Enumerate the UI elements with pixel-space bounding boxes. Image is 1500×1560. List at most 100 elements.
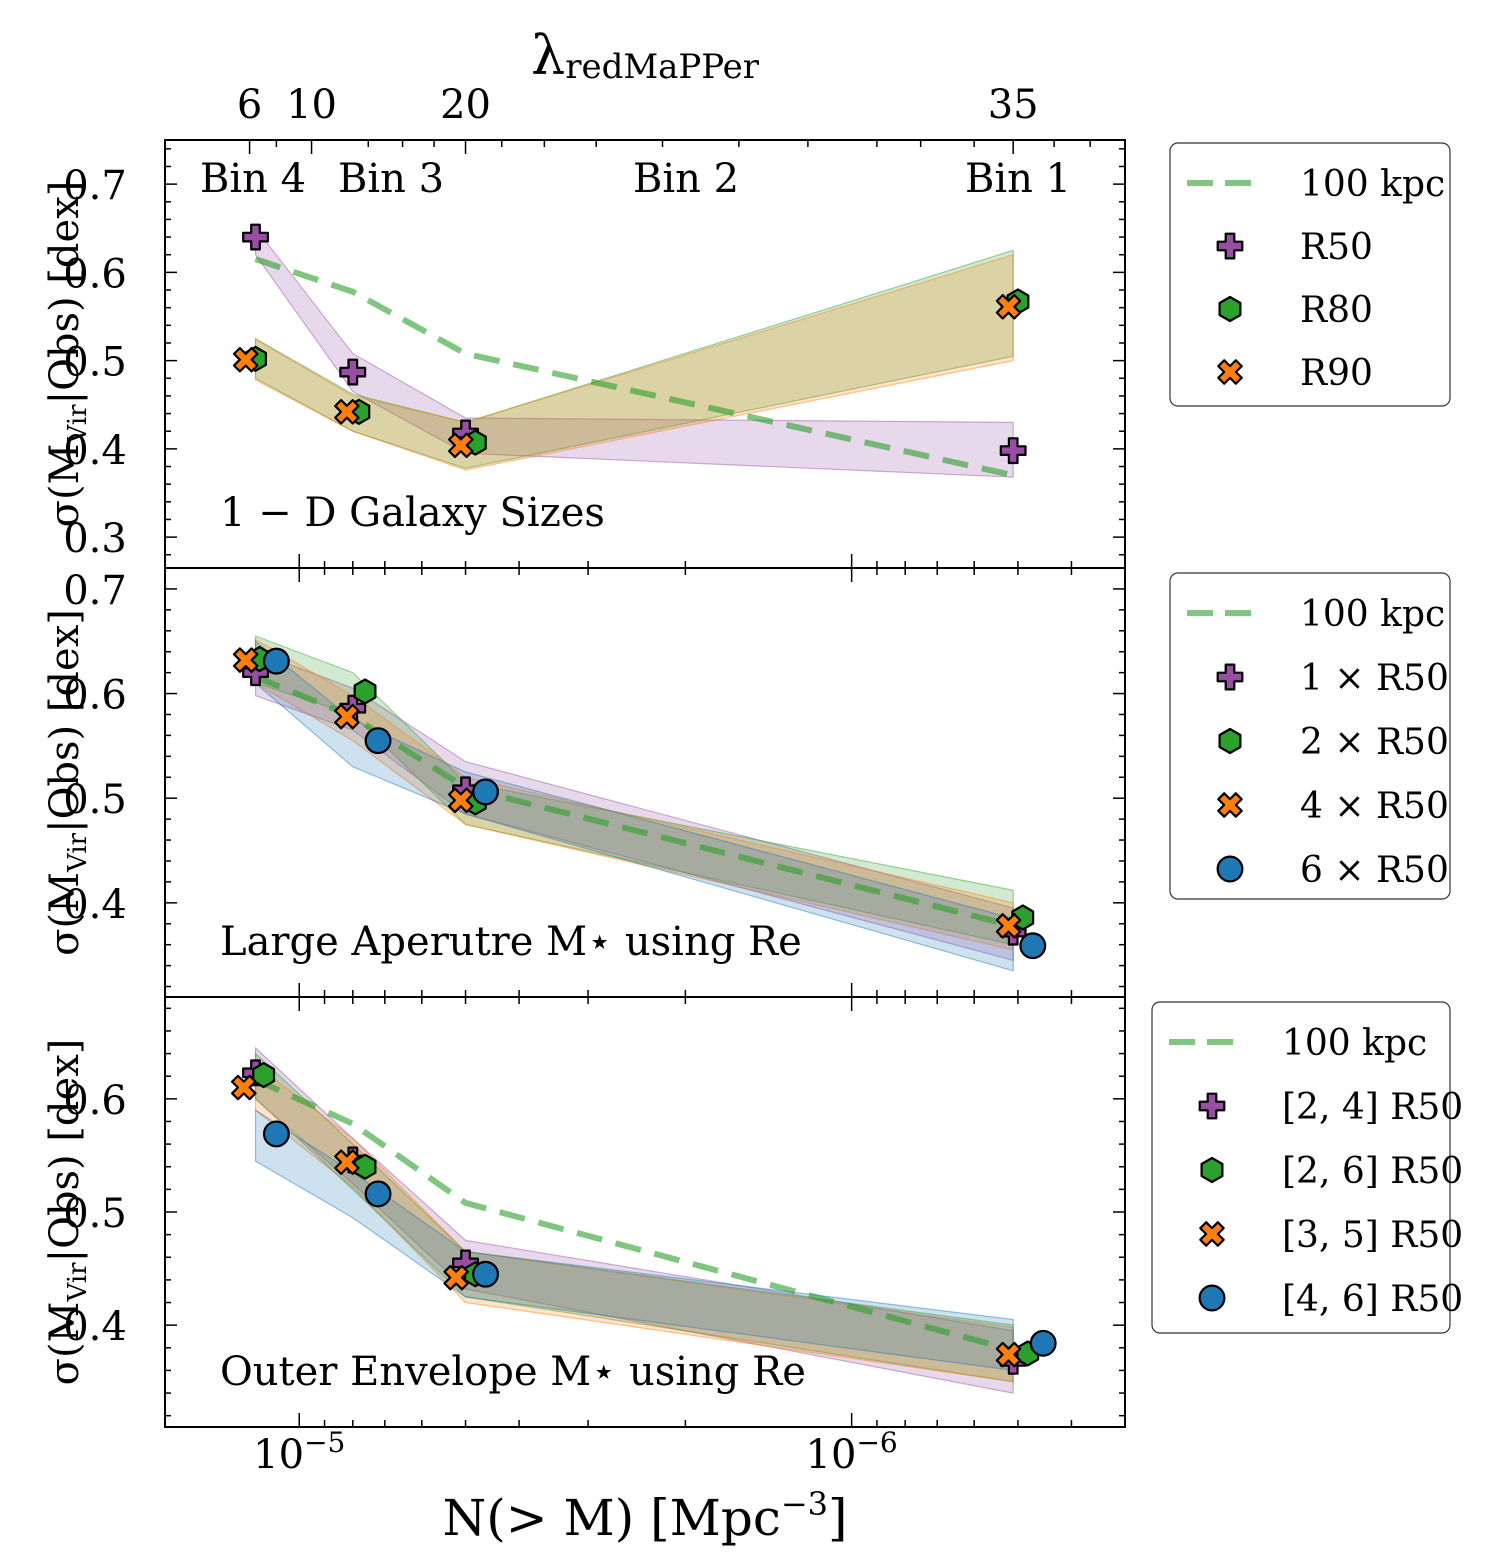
legend-marker-x bbox=[1217, 359, 1243, 385]
legend-frame bbox=[1151, 1001, 1451, 1334]
legend-frame bbox=[1169, 572, 1451, 900]
y-axis-label: σ(MVir|Obs) [dex] bbox=[42, 609, 93, 956]
top-tick-label: 35 bbox=[988, 82, 1039, 128]
y-axis-label: σ(MVir|Obs) [dex] bbox=[42, 1039, 93, 1386]
band-4 bbox=[254, 1109, 1014, 1372]
x-axis-label-sup: −3 bbox=[781, 1485, 828, 1523]
legend-marker-hexagon bbox=[1218, 295, 1242, 323]
y-tick-label: 0.4 bbox=[63, 428, 127, 474]
legend-marker-plus bbox=[1198, 1092, 1226, 1120]
legend-frame bbox=[1169, 142, 1451, 407]
x-tick-label-base: 10 bbox=[253, 1432, 304, 1478]
legend-marker-x bbox=[1217, 792, 1243, 818]
y-tick-label: 0.6 bbox=[63, 1078, 127, 1124]
y-axis-label-post: |Obs) [dex] bbox=[42, 609, 88, 833]
panel-1: 0.3 0.4 0.5 0.6 0.7 1 − D Galaxy Sizes σ(MVir|… bbox=[42, 139, 1451, 569]
top-axis-label: λredMaPPer bbox=[531, 24, 760, 87]
marker-x-4 bbox=[995, 1341, 1022, 1368]
top-tick-label: 20 bbox=[440, 82, 491, 128]
bin-label: Bin 4 bbox=[200, 156, 306, 202]
legend-label: 100 kpc bbox=[1282, 1023, 1427, 1064]
marker-x-1 bbox=[231, 1074, 257, 1101]
legend-marker-plus bbox=[1216, 232, 1244, 260]
marker-x-3 bbox=[443, 1264, 469, 1291]
y-axis-label-post: |Obs) [dex] bbox=[42, 181, 88, 405]
panel-label: Outer Envelope M⋆ using Re bbox=[220, 1349, 806, 1395]
legend-label: 100 kpc bbox=[1300, 164, 1445, 205]
marker-x-2 bbox=[334, 1149, 360, 1176]
y-axis-label-sub: Vir bbox=[63, 832, 93, 873]
marker-x-2 bbox=[334, 399, 360, 425]
x-tick-label-base: 10 bbox=[806, 1432, 857, 1478]
marker-circle-4 bbox=[1019, 932, 1047, 960]
marker-x-3 bbox=[448, 432, 474, 459]
legend-label: 2 × R50 bbox=[1300, 722, 1449, 763]
legend-label: [3, 5] R50 bbox=[1282, 1215, 1463, 1256]
y-tick-label: 0.4 bbox=[63, 882, 127, 928]
legend-marker-plus bbox=[1216, 663, 1244, 691]
band-2 bbox=[254, 249, 1014, 469]
legend-label: [2, 4] R50 bbox=[1282, 1087, 1463, 1128]
panel-label: 1 − D Galaxy Sizes bbox=[220, 490, 605, 536]
marker-circle-2 bbox=[364, 1180, 392, 1208]
y-tick-label: 0.5 bbox=[63, 340, 127, 386]
reference-line-100kpc bbox=[254, 1076, 1014, 1353]
marker-x-2 bbox=[334, 703, 360, 730]
panel-3: 0.4 0.5 0.6 Outer Envelope M⋆ using Re σ(MVi… bbox=[42, 996, 1463, 1428]
legend-label: [2, 6] R50 bbox=[1282, 1151, 1463, 1192]
top-axis-label-sub: redMaPPer bbox=[565, 47, 760, 87]
marker-circle-3 bbox=[472, 1260, 499, 1288]
y-tick-label: 0.5 bbox=[63, 777, 127, 823]
top-tick-label: 6 bbox=[237, 82, 262, 128]
legend-marker-hexagon bbox=[1218, 727, 1242, 755]
x-axis-label-end: ] bbox=[828, 1489, 848, 1547]
legend-marker-x bbox=[1199, 1221, 1225, 1247]
band-1 bbox=[254, 226, 1014, 478]
x-tick-label: 10−5 bbox=[253, 1426, 345, 1478]
legend-label: 6 × R50 bbox=[1300, 850, 1449, 891]
legend-label: 1 × R50 bbox=[1300, 658, 1449, 699]
x-axis-label: N(> M) [Mpc−3] bbox=[442, 1485, 847, 1547]
panel-label: Large Aperutre M⋆ using Re bbox=[220, 919, 802, 965]
marker-circle-1 bbox=[262, 647, 290, 675]
marker-plus-2 bbox=[339, 358, 367, 386]
legend-label: R50 bbox=[1300, 227, 1373, 268]
y-axis-label-pre: σ(M bbox=[42, 872, 88, 956]
legend-label: 4 × R50 bbox=[1300, 786, 1449, 827]
legend-label: 100 kpc bbox=[1300, 594, 1445, 635]
panel-2: 0.4 0.5 0.6 0.7 Large Aperutre M⋆ using Re σ(… bbox=[42, 567, 1451, 998]
marker-plus-1 bbox=[242, 223, 269, 251]
legend-label: R90 bbox=[1300, 353, 1373, 394]
band-3 bbox=[254, 253, 1014, 471]
legend: 100 kpc [2, 4] R50 [2, 6] R50 [3, 5] R50 [4,… bbox=[1151, 1001, 1463, 1334]
y-tick-label: 0.5 bbox=[63, 1191, 127, 1237]
marker-x-4 bbox=[995, 913, 1022, 939]
marker-circle-1 bbox=[262, 1120, 290, 1148]
marker-circle-2 bbox=[364, 727, 392, 755]
legend-label: R80 bbox=[1300, 290, 1373, 331]
y-axis-label-pre: σ(M bbox=[42, 1301, 88, 1385]
y-axis-label: σ(MVir|Obs) [dex] bbox=[42, 181, 93, 528]
legend-marker-circle bbox=[1198, 1284, 1226, 1312]
bin-label: Bin 2 bbox=[633, 156, 739, 202]
y-axis-label-post: |Obs) [dex] bbox=[42, 1039, 88, 1263]
x-tick-label: 10−6 bbox=[806, 1426, 898, 1478]
y-tick-label: 0.6 bbox=[63, 673, 127, 719]
y-axis-label-pre: σ(M bbox=[42, 443, 88, 527]
legend-marker-circle bbox=[1216, 855, 1244, 883]
marker-x-1 bbox=[232, 347, 259, 373]
y-tick-label: 0.6 bbox=[63, 251, 127, 297]
y-tick-label: 0.7 bbox=[63, 163, 127, 209]
marker-hexagon-2 bbox=[353, 678, 377, 705]
marker-x-1 bbox=[232, 647, 259, 673]
legend: 100 kpc R50 R80 R90 bbox=[1169, 142, 1451, 407]
bin-label: Bin 3 bbox=[338, 156, 444, 202]
marker-x-4 bbox=[995, 294, 1022, 320]
band-1 bbox=[254, 650, 1014, 962]
top-tick-label: 10 bbox=[286, 82, 337, 128]
y-axis-label-sub: Vir bbox=[63, 404, 93, 445]
x-axis-label-main: N(> M) [Mpc bbox=[442, 1489, 780, 1547]
legend-marker-hexagon bbox=[1200, 1156, 1224, 1184]
y-tick-label: 0.4 bbox=[63, 1304, 127, 1350]
